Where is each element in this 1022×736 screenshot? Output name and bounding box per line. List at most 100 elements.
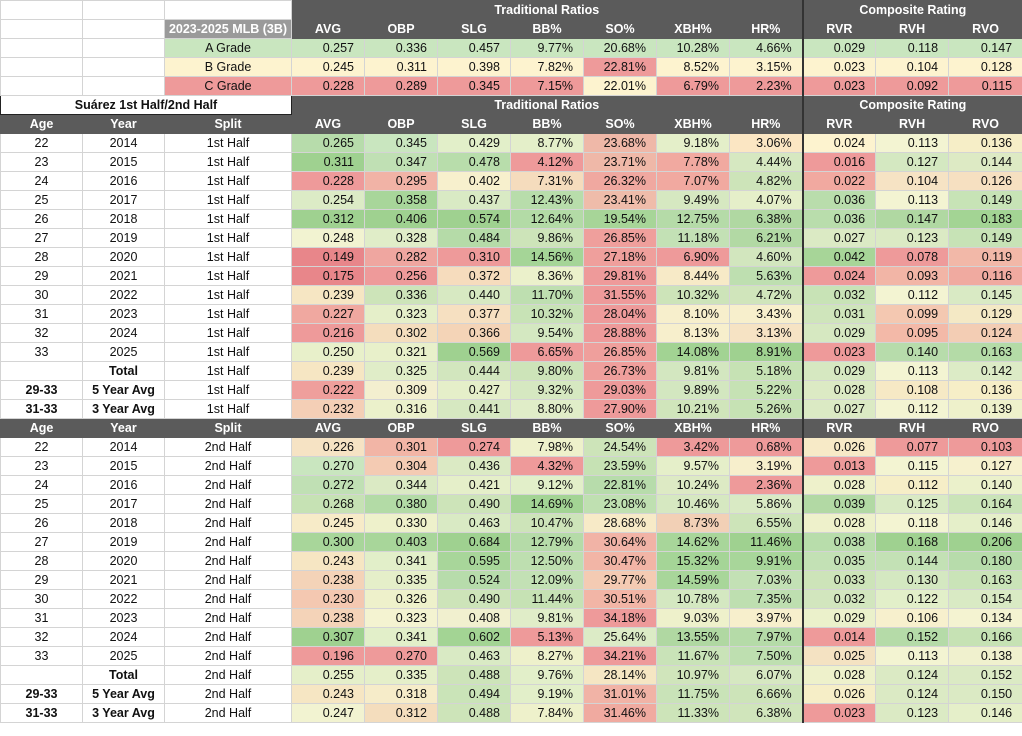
stat-value-cell[interactable]: 2.36% (728, 475, 804, 495)
grade-value-cell[interactable]: 6.79% (656, 76, 730, 96)
stat-value-cell[interactable]: 30.47% (583, 551, 657, 571)
stat-value-cell[interactable]: 0.126 (948, 171, 1022, 191)
year-cell[interactable]: 2025 (82, 646, 165, 666)
stat-value-cell[interactable]: 9.89% (656, 380, 730, 400)
stat-value-cell[interactable]: 0.127 (948, 456, 1022, 476)
stat-value-cell[interactable]: 9.54% (510, 323, 584, 343)
stat-value-cell[interactable]: 0.140 (948, 475, 1022, 495)
stat-value-cell[interactable]: 0.036 (801, 190, 877, 210)
stat-value-cell[interactable]: 0.038 (801, 532, 877, 552)
stat-value-cell[interactable]: 0.026 (801, 684, 877, 704)
stat-value-cell[interactable]: 0.427 (437, 380, 511, 400)
split-cell[interactable]: 1st Half (164, 361, 292, 381)
group-composite-header[interactable]: Composite Rating (801, 95, 1022, 115)
stat-value-cell[interactable]: 9.49% (656, 190, 730, 210)
stat-value-cell[interactable]: 0.206 (948, 532, 1022, 552)
stat-value-cell[interactable]: 14.62% (656, 532, 730, 552)
split-cell[interactable]: 2nd Half (164, 589, 292, 609)
stat-value-cell[interactable]: 31.55% (583, 285, 657, 305)
stat-value-cell[interactable]: 10.47% (510, 513, 584, 533)
stat-value-cell[interactable]: 0.024 (801, 133, 877, 153)
split-cell[interactable]: 1st Half (164, 171, 292, 191)
age-cell[interactable]: 25 (0, 190, 83, 210)
grade-value-cell[interactable]: 0.311 (364, 57, 438, 77)
stat-value-cell[interactable]: 0.077 (875, 437, 950, 457)
age-cell[interactable]: 26 (0, 209, 83, 229)
stat-value-cell[interactable]: 0.406 (364, 209, 438, 229)
column-header-slg[interactable]: SLG (437, 114, 511, 134)
stat-value-cell[interactable]: 0.323 (364, 608, 438, 628)
stat-value-cell[interactable]: 9.12% (510, 475, 584, 495)
stat-value-cell[interactable]: 0.228 (291, 171, 365, 191)
stat-value-cell[interactable]: 0.335 (364, 665, 438, 685)
stat-value-cell[interactable]: 0.113 (875, 361, 950, 381)
grade-value-cell[interactable]: 7.82% (510, 57, 584, 77)
year-cell[interactable]: 2023 (82, 608, 165, 628)
stat-value-cell[interactable]: 0.602 (437, 627, 511, 647)
column-header-bb-pct[interactable]: BB% (510, 19, 584, 39)
column-header-avg[interactable]: AVG (291, 114, 365, 134)
stat-value-cell[interactable]: 0.403 (364, 532, 438, 552)
split-cell[interactable]: 1st Half (164, 304, 292, 324)
stat-value-cell[interactable]: 0.144 (948, 152, 1022, 172)
stat-value-cell[interactable]: 0.569 (437, 342, 511, 362)
stat-value-cell[interactable]: 9.18% (656, 133, 730, 153)
age-cell[interactable]: 29 (0, 570, 83, 590)
stat-value-cell[interactable]: 0.232 (291, 399, 365, 419)
stat-value-cell[interactable]: 4.72% (728, 285, 804, 305)
stat-value-cell[interactable]: 0.488 (437, 703, 511, 723)
stat-value-cell[interactable]: 0.028 (801, 665, 877, 685)
stat-value-cell[interactable]: 0.145 (948, 285, 1022, 305)
stat-value-cell[interactable]: 0.022 (801, 171, 877, 191)
stat-value-cell[interactable]: 0.026 (801, 437, 877, 457)
stat-value-cell[interactable]: 3.06% (728, 133, 804, 153)
age-cell[interactable]: 28 (0, 247, 83, 267)
stat-value-cell[interactable]: 0.312 (291, 209, 365, 229)
column-header-so-pct[interactable]: SO% (583, 418, 657, 438)
stat-value-cell[interactable]: 0.254 (291, 190, 365, 210)
stat-value-cell[interactable]: 0.147 (875, 209, 950, 229)
year-cell[interactable]: 2016 (82, 475, 165, 495)
age-cell[interactable]: 31-33 (0, 703, 83, 723)
stat-value-cell[interactable]: 0.099 (875, 304, 950, 324)
stat-value-cell[interactable]: 6.90% (656, 247, 730, 267)
stat-value-cell[interactable]: 8.10% (656, 304, 730, 324)
stat-value-cell[interactable]: 6.21% (728, 228, 804, 248)
stat-value-cell[interactable]: 9.32% (510, 380, 584, 400)
stat-value-cell[interactable]: 0.245 (291, 513, 365, 533)
stat-value-cell[interactable]: 23.41% (583, 190, 657, 210)
grade-value-cell[interactable]: 0.228 (291, 76, 365, 96)
split-cell[interactable]: 1st Half (164, 342, 292, 362)
column-header-hr-pct[interactable]: HR% (728, 19, 804, 39)
stat-value-cell[interactable]: 7.31% (510, 171, 584, 191)
age-cell[interactable]: 23 (0, 456, 83, 476)
column-header-avg[interactable]: AVG (291, 19, 365, 39)
section-title[interactable]: Suárez 1st Half/2nd Half (0, 95, 292, 115)
stat-value-cell[interactable]: 0.282 (364, 247, 438, 267)
stat-value-cell[interactable]: 9.80% (510, 361, 584, 381)
stat-value-cell[interactable]: 9.03% (656, 608, 730, 628)
column-header-rvh[interactable]: RVH (875, 19, 950, 39)
stat-value-cell[interactable]: 0.335 (364, 570, 438, 590)
blank-cell[interactable] (0, 0, 83, 20)
stat-value-cell[interactable]: 0.149 (291, 247, 365, 267)
stat-value-cell[interactable]: 5.18% (728, 361, 804, 381)
stat-value-cell[interactable]: 0.377 (437, 304, 511, 324)
stat-value-cell[interactable]: 22.81% (583, 475, 657, 495)
stat-value-cell[interactable]: 0.196 (291, 646, 365, 666)
year-cell[interactable]: 2021 (82, 570, 165, 590)
stat-value-cell[interactable]: 0.248 (291, 228, 365, 248)
age-cell[interactable]: 25 (0, 494, 83, 514)
year-cell[interactable]: 2018 (82, 513, 165, 533)
stat-value-cell[interactable]: 7.78% (656, 152, 730, 172)
stat-value-cell[interactable]: 0.216 (291, 323, 365, 343)
grade-value-cell[interactable]: 10.28% (656, 38, 730, 58)
stat-value-cell[interactable]: 8.73% (656, 513, 730, 533)
stat-value-cell[interactable]: 30.64% (583, 532, 657, 552)
year-cell[interactable]: 2025 (82, 342, 165, 362)
stat-value-cell[interactable]: 10.21% (656, 399, 730, 419)
blank-cell[interactable] (82, 38, 165, 58)
year-cell[interactable]: 2024 (82, 627, 165, 647)
stat-value-cell[interactable]: 0.345 (364, 133, 438, 153)
stat-value-cell[interactable]: 0.032 (801, 589, 877, 609)
